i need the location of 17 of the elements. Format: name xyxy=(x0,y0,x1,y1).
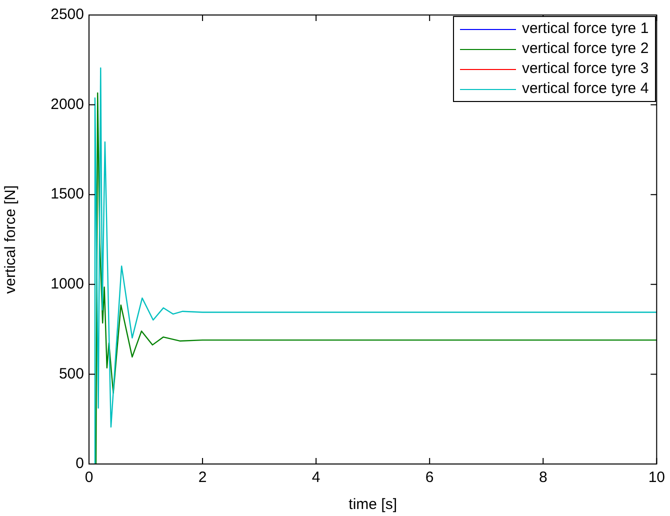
legend-label: vertical force tyre 1 xyxy=(522,19,649,39)
x-tick-label: 8 xyxy=(538,469,548,486)
legend-label: vertical force tyre 2 xyxy=(522,39,649,59)
y-tick-label: 0 xyxy=(76,455,84,472)
x-tick-label: 10 xyxy=(648,469,665,486)
x-tick-label: 4 xyxy=(312,469,320,486)
y-tick-label: 1000 xyxy=(50,276,84,293)
x-tick-label: 2 xyxy=(198,469,207,486)
x-axis-title: time [s] xyxy=(348,496,397,514)
y-tick-label: 500 xyxy=(58,365,84,382)
y-axis-title: vertical force [N] xyxy=(2,185,20,294)
legend-label: vertical force tyre 3 xyxy=(522,59,649,79)
y-tick-label: 1500 xyxy=(50,186,84,203)
y-tick-label: 2000 xyxy=(50,96,84,113)
legend-label: vertical force tyre 4 xyxy=(522,79,649,99)
x-tick-label: 6 xyxy=(425,469,434,486)
y-tick-label: 2500 xyxy=(50,6,84,24)
